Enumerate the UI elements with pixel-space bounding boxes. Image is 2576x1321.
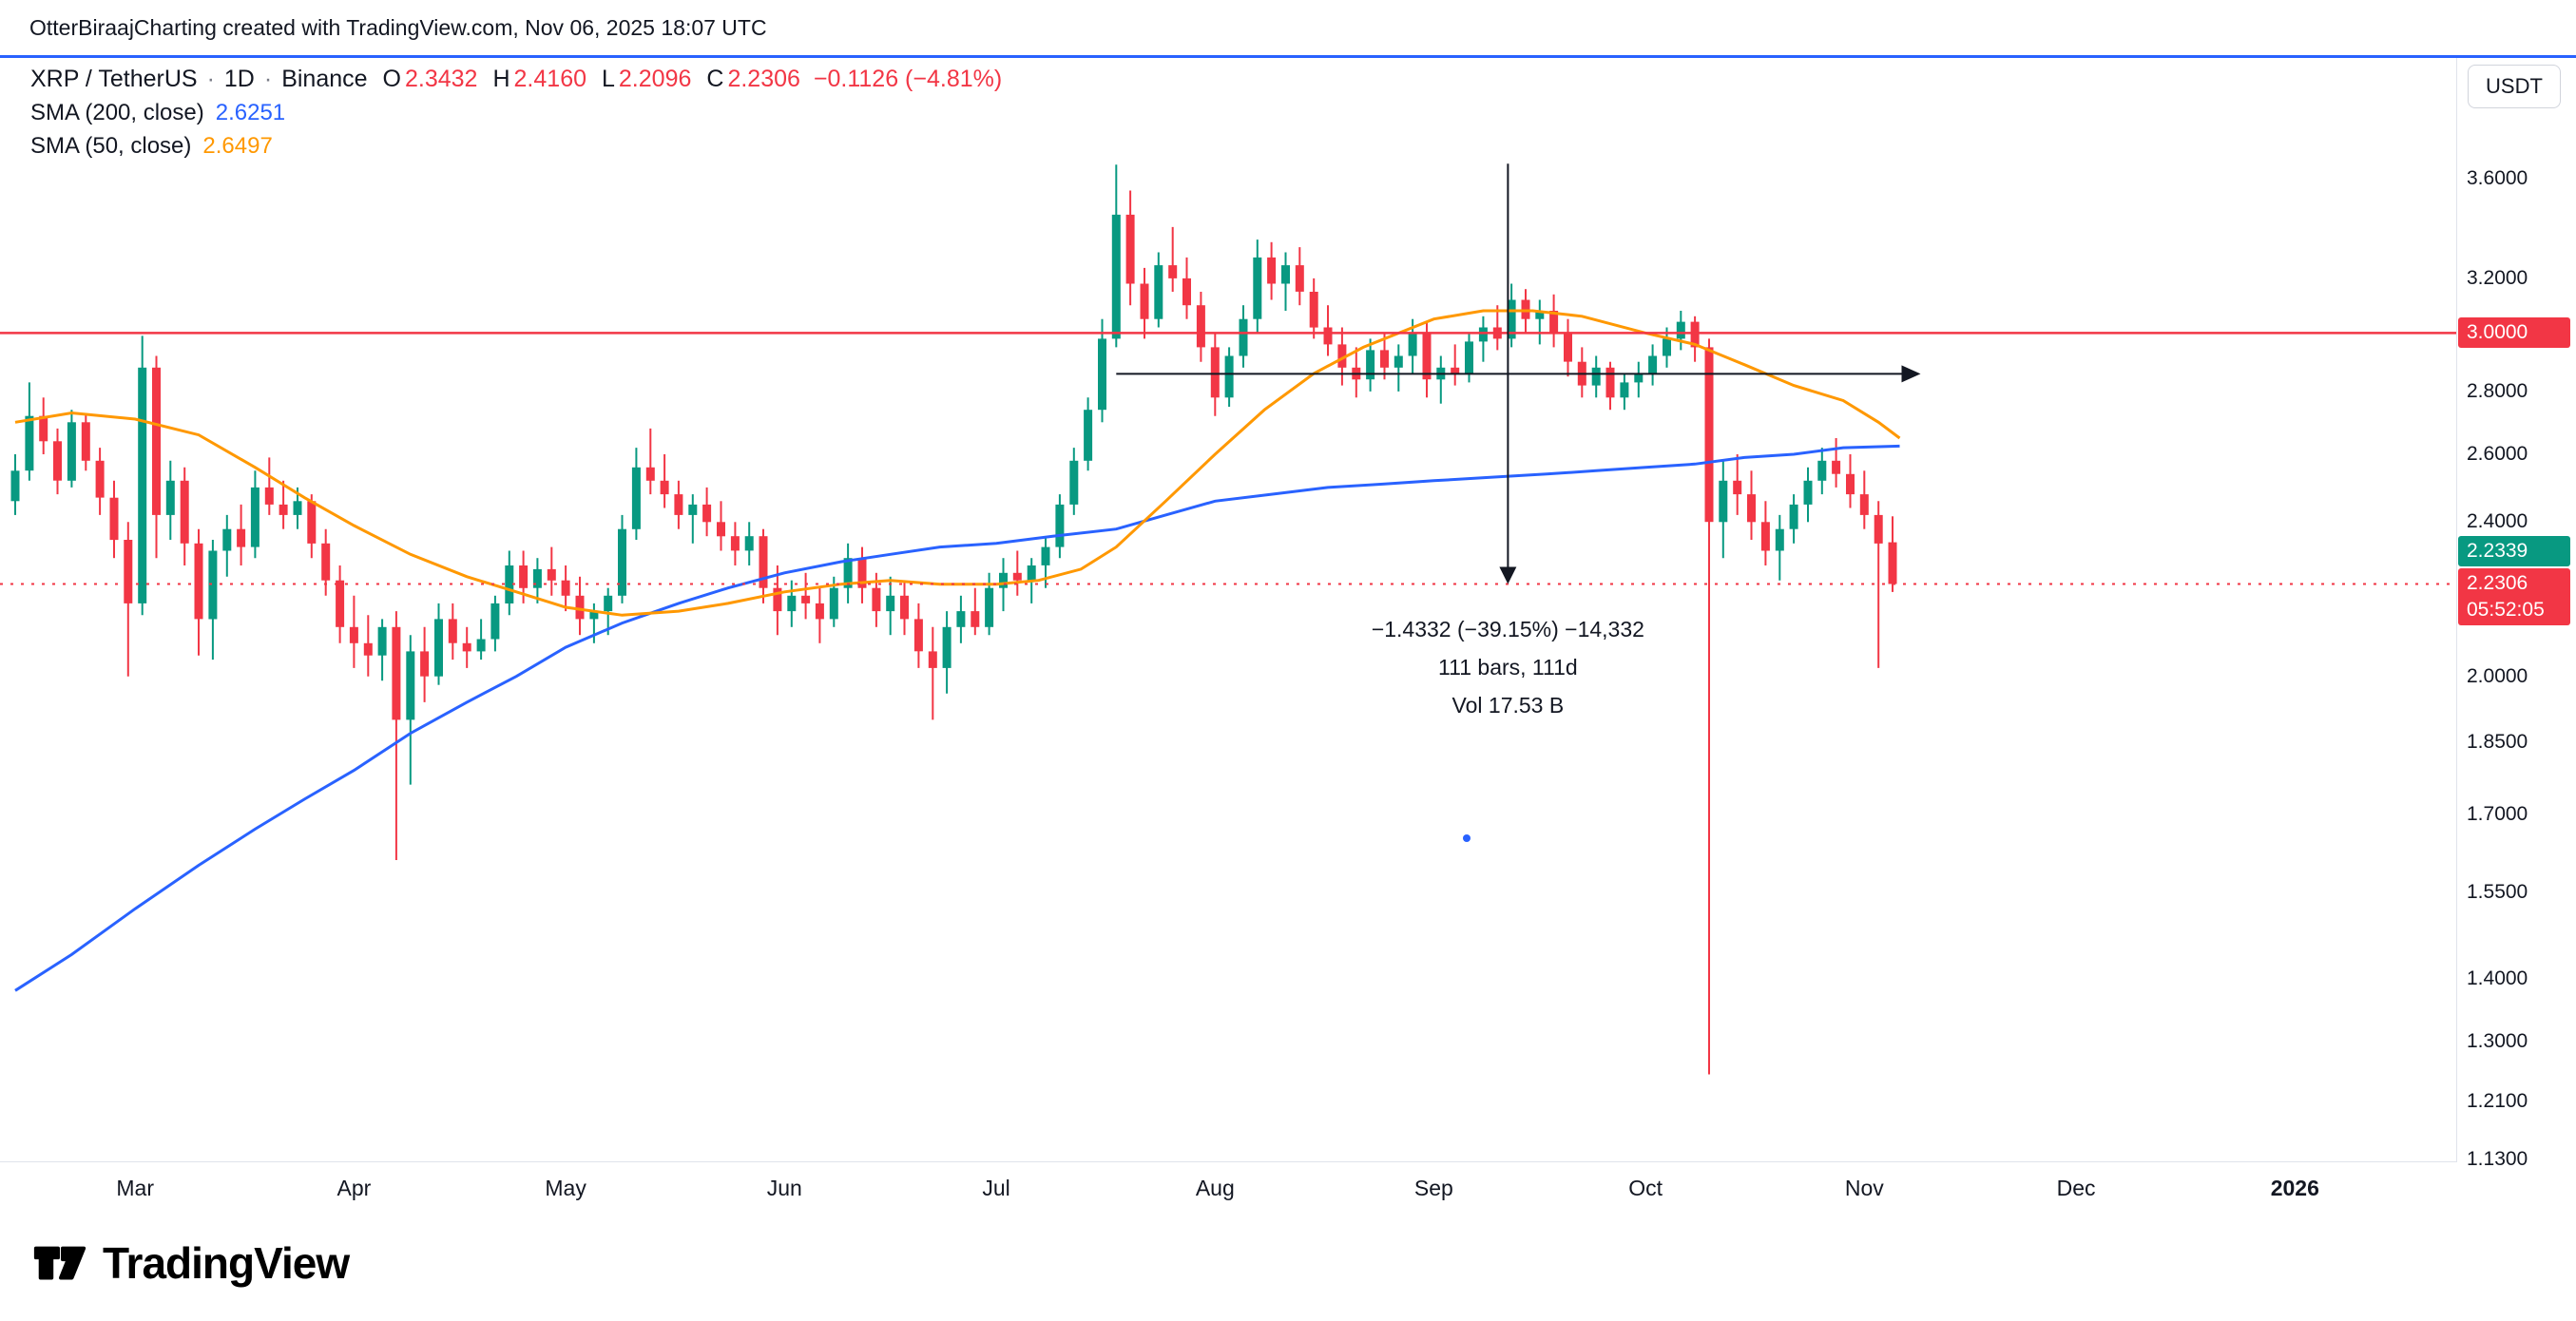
sma-50-row[interactable]: SMA (50, close) 2.6497	[30, 129, 1002, 163]
measure-price-change: −1.4332 (−39.15%) −14,332	[1371, 617, 1644, 642]
price-tick-label: 1.1300	[2467, 1148, 2528, 1171]
time-axis-label[interactable]: Jul	[982, 1176, 1010, 1200]
low-value: 2.2096	[618, 66, 692, 92]
tradingview-logo[interactable]: TradingView	[30, 1234, 350, 1292]
hline-badge-value: 3.0000	[2467, 321, 2528, 344]
symbol-row[interactable]: XRP / TetherUS · 1D · Binance O 2.3432 H…	[30, 63, 1002, 96]
separator-dot: ·	[263, 66, 273, 92]
last-price-badge: 2.2306 05:52:05	[2458, 568, 2570, 626]
exchange-label: Binance	[281, 66, 368, 92]
attribution-text: OtterBiraajCharting created with Trading…	[29, 14, 767, 40]
time-axis-label[interactable]: Jun	[766, 1176, 802, 1200]
interval-label: 1D	[223, 66, 255, 92]
price-tick-label: 3.2000	[2467, 266, 2528, 289]
open-value: 2.3432	[405, 66, 478, 92]
price-tick-label: 1.8500	[2467, 731, 2528, 754]
open-label: O	[382, 66, 401, 92]
price-tick-label: 3.6000	[2467, 167, 2528, 189]
time-axis-label[interactable]: 2026	[2270, 1176, 2319, 1200]
sma-50-value: 2.6497	[202, 132, 273, 159]
time-axis-label[interactable]: Sep	[1413, 1176, 1453, 1200]
time-axis-label[interactable]: Oct	[1628, 1176, 1663, 1200]
symbol-title: XRP / TetherUS	[30, 66, 198, 92]
stray-dot	[1463, 834, 1471, 842]
price-tick-label: 1.3000	[2467, 1029, 2528, 1052]
sma-200-label: SMA (200, close)	[30, 99, 204, 125]
sma-200-line	[14, 444, 1900, 992]
measure-tool-label[interactable]: −1.4332 (−39.15%) −14,332 111 bars, 111d…	[1372, 610, 1644, 724]
time-axis-label[interactable]: Nov	[1844, 1176, 1884, 1200]
time-axis-label[interactable]: Apr	[336, 1176, 372, 1200]
candles-group	[10, 164, 1897, 1075]
price-tick-label: 1.4000	[2467, 967, 2528, 989]
price-tick-label: 2.6000	[2467, 442, 2528, 465]
high-value: 2.4160	[513, 66, 586, 92]
price-tick-label: 2.0000	[2467, 664, 2528, 687]
horizontal-line-price-badge: 3.0000	[2458, 317, 2570, 349]
tradingview-logo-icon	[33, 1246, 87, 1280]
close-label: C	[706, 66, 724, 92]
tradingview-logo-text: TradingView	[103, 1238, 350, 1288]
sma-50-label: SMA (50, close)	[30, 132, 192, 159]
close-value: 2.2306	[727, 66, 800, 92]
sma-200-value: 2.6251	[215, 99, 286, 125]
bar-countdown-timer: 05:52:05	[2467, 599, 2545, 622]
price-tick-label: 1.5500	[2467, 880, 2528, 903]
high-label: H	[492, 66, 510, 92]
separator-dot: ·	[206, 66, 215, 92]
price-axis-border	[2456, 58, 2457, 1220]
price-tick-label: 1.2100	[2467, 1090, 2528, 1113]
time-axis-label[interactable]: May	[545, 1176, 586, 1200]
price-tick-label: 1.7000	[2467, 802, 2528, 825]
sma-200-row[interactable]: SMA (200, close) 2.6251	[30, 96, 1002, 129]
top-divider-line	[0, 55, 2576, 58]
time-axis-label[interactable]: Mar	[116, 1176, 154, 1200]
last-price-value: 2.2306	[2467, 572, 2528, 595]
ask-price-badge: 2.2339	[2458, 536, 2570, 567]
sma-50-line	[14, 309, 1901, 617]
change-value: −0.1126 (−4.81%)	[813, 66, 1003, 92]
time-axis-label[interactable]: Dec	[2056, 1176, 2096, 1200]
measure-bar-count: 111 bars, 111d	[1438, 655, 1578, 680]
chart-legend: XRP / TetherUS · 1D · Binance O 2.3432 H…	[30, 63, 1002, 163]
price-tick-label: 2.8000	[2467, 379, 2528, 402]
measure-volume: Vol 17.53 B	[1451, 693, 1565, 718]
low-label: L	[602, 66, 615, 92]
attribution-bar: OtterBiraajCharting created with Trading…	[0, 0, 2576, 55]
time-axis-label[interactable]: Aug	[1195, 1176, 1235, 1200]
price-tick-label: 2.4000	[2467, 510, 2528, 533]
currency-toggle-label: USDT	[2486, 74, 2543, 98]
measure-tool[interactable]	[1116, 163, 1921, 584]
time-axis[interactable]: Mar Apr May Jun Jul Aug Sep Oct Nov Dec 2026	[0, 1161, 2457, 1221]
ask-badge-value: 2.2339	[2467, 540, 2528, 563]
price-axis[interactable]: 3.6000 3.2000 2.8000 2.6000 2.4000 2.0000 1.85…	[2457, 58, 2576, 1170]
currency-toggle-button[interactable]: USDT	[2468, 65, 2561, 108]
